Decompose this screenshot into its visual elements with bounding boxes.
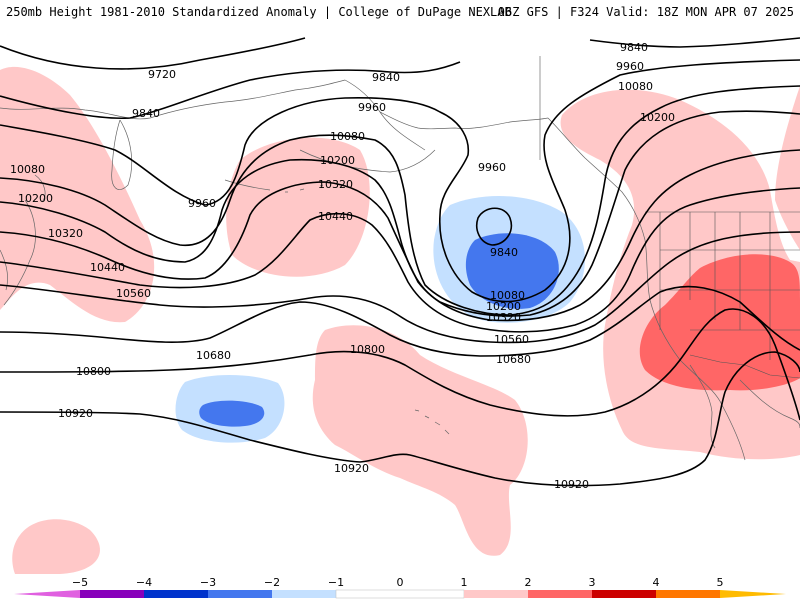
colorbar-segment-pos5-arrow: [720, 590, 786, 598]
contour-label: 10200: [486, 300, 521, 313]
coastlines: [0, 79, 800, 461]
contour-label: 10800: [76, 365, 111, 378]
model-run-info: 06Z GFS | F324 Valid: 18Z MON APR 07 202…: [497, 5, 794, 19]
colorbar-segment-pos2: [528, 590, 592, 598]
coast-baja: [689, 364, 716, 449]
anomaly-neg2-central-pacific: [199, 400, 265, 427]
colorbar-tick-label: −2: [264, 576, 280, 589]
contour-label: 9960: [478, 161, 506, 174]
colorbar-tick-label: −1: [328, 576, 344, 589]
colorbar-segment-neg1: [272, 590, 336, 598]
coast-korea: [0, 249, 8, 291]
map-header: 250mb Height 1981-2010 Standardized Anom…: [0, 0, 800, 22]
anomaly-pos1-asia: [0, 66, 155, 323]
political-borders: [539, 56, 800, 379]
contour-label: 10320: [486, 311, 521, 324]
colorbar-segment-pos4: [656, 590, 720, 598]
contour-label: 9960: [358, 101, 386, 114]
contour-label: 9840: [490, 246, 518, 259]
contour-label: 9720: [148, 68, 176, 81]
contour-label: 10920: [554, 478, 589, 491]
contour-10440: [0, 187, 800, 333]
colorbar-segment-neg5-arrow: [14, 590, 80, 598]
contour-label: 10320: [48, 227, 83, 240]
contour-label: 10080: [490, 289, 525, 302]
contour-10920: [0, 351, 800, 487]
anomaly-pos1-hawaii: [312, 325, 528, 556]
contour-label: 10200: [640, 111, 675, 124]
contour-9840-low: [476, 207, 512, 246]
colorbar-tick-label: 5: [717, 576, 724, 589]
coast-aleutians: [224, 179, 324, 193]
contour-label: 10440: [318, 210, 353, 223]
colorbar-tick-label: 3: [589, 576, 596, 589]
colorbar-segments: [14, 589, 786, 599]
contour-label: 10200: [18, 192, 53, 205]
contour-label: 9840: [620, 41, 648, 54]
contour-label: 10080: [330, 130, 365, 143]
contour-label: 10920: [334, 462, 369, 475]
contour-9840-east: [589, 37, 800, 48]
coast-bc: [547, 117, 746, 461]
colorbar-tick-label: −4: [136, 576, 152, 589]
border-states-west: [659, 212, 800, 360]
contour-labels: 9720 9840 9840 9840 9840 9960 9960 9960 …: [10, 41, 675, 491]
contour-label: 10200: [320, 154, 355, 167]
colorbar-segment-pos3: [592, 590, 656, 598]
colorbar-segment-neg2: [208, 590, 272, 598]
contour-label: 9960: [616, 60, 644, 73]
coast-kamchatka: [111, 119, 133, 190]
map-title: 250mb Height 1981-2010 Standardized Anom…: [6, 5, 512, 19]
contour-label: 9840: [132, 107, 160, 120]
contour-label: 10320: [318, 178, 353, 191]
colorbar-tick-label: 4: [653, 576, 660, 589]
colorbar-tick-label: −5: [72, 576, 88, 589]
colorbar-tick-label: −3: [200, 576, 216, 589]
contour-label: 10800: [350, 343, 385, 356]
colorbar-tick-labels: −5 −4 −3 −2 −1 0 1 2 3 4 5: [72, 576, 724, 589]
contour-10560: [0, 231, 800, 344]
anomaly-pos1-east-edge: [775, 86, 800, 250]
contour-9720: [0, 37, 306, 70]
colorbar-tick-label: 2: [525, 576, 532, 589]
coast-japan: [3, 174, 46, 306]
contour-label: 9840: [372, 71, 400, 84]
colorbar-tick-label: 1: [461, 576, 468, 589]
contour-label: 10080: [10, 163, 45, 176]
contour-label: 10560: [116, 287, 151, 300]
contour-9840-west: [0, 61, 461, 120]
coast-hawaii: [414, 409, 450, 435]
contour-label: 10440: [90, 261, 125, 274]
coast-alaska: [299, 79, 549, 173]
colorbar-segment-neg3: [144, 590, 208, 598]
contour-9960-west: [0, 59, 800, 303]
anomaly-pos1-dateline: [226, 137, 370, 277]
positive-anomaly-shading: [0, 66, 800, 574]
height-contours: [0, 37, 800, 487]
anomaly-neg2-gulf-alaska: [465, 233, 559, 309]
contour-label: 10560: [494, 333, 529, 346]
contour-10200: [0, 110, 800, 317]
contour-10080: [0, 85, 800, 316]
contour-label: 10680: [496, 353, 531, 366]
anomaly-pos1-south: [12, 519, 101, 574]
contour-label: 10080: [618, 80, 653, 93]
contour-label: 10680: [196, 349, 231, 362]
colorbar-tick-label: 0: [397, 576, 404, 589]
colorbar-segment-neg4: [80, 590, 144, 598]
contour-10680: [0, 285, 800, 357]
anomaly-colorbar: −5 −4 −3 −2 −1 0 1 2 3 4 5: [14, 576, 786, 599]
contour-label: 9960: [188, 197, 216, 210]
contour-label: 10920: [58, 407, 93, 420]
height-anomaly-map: 9720 9840 9840 9840 9840 9960 9960 9960 …: [0, 22, 800, 574]
contour-10320: [0, 149, 800, 322]
contour-10800: [0, 308, 800, 421]
anomaly-pos2-southwest: [639, 254, 800, 391]
colorbar-segment-zero: [335, 589, 465, 599]
coast-siberia: [0, 79, 346, 120]
colorbar-segment-pos1: [464, 590, 528, 598]
